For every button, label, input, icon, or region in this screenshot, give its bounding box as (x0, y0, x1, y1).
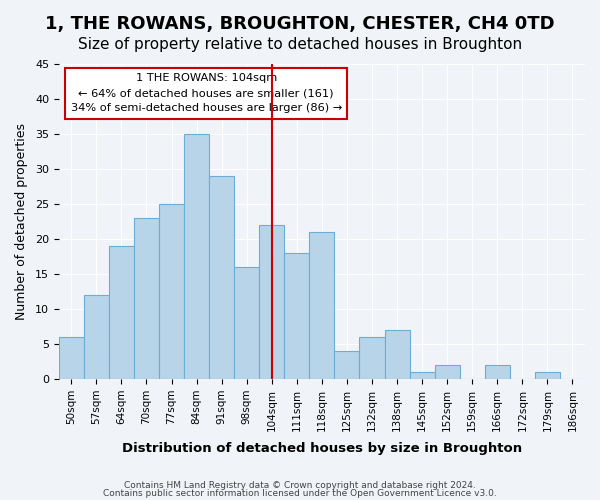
Text: Size of property relative to detached houses in Broughton: Size of property relative to detached ho… (78, 38, 522, 52)
Bar (535, 372, 560, 379)
Text: Contains HM Land Registry data © Crown copyright and database right 2024.: Contains HM Land Registry data © Crown c… (124, 481, 476, 490)
Bar (84, 295, 109, 379)
Bar (310, 232, 334, 379)
Y-axis label: Number of detached properties: Number of detached properties (15, 123, 28, 320)
Bar (134, 218, 159, 379)
Bar (434, 365, 460, 379)
Bar (485, 365, 510, 379)
Bar (284, 253, 310, 379)
Text: 1 THE ROWANS: 104sqm
← 64% of detached houses are smaller (161)
34% of semi-deta: 1 THE ROWANS: 104sqm ← 64% of detached h… (71, 74, 342, 113)
Bar (184, 134, 209, 379)
Bar (209, 176, 234, 379)
Bar (159, 204, 184, 379)
Bar (259, 225, 284, 379)
Bar (109, 246, 134, 379)
Bar (359, 337, 385, 379)
X-axis label: Distribution of detached houses by size in Broughton: Distribution of detached houses by size … (122, 442, 522, 455)
Text: 1, THE ROWANS, BROUGHTON, CHESTER, CH4 0TD: 1, THE ROWANS, BROUGHTON, CHESTER, CH4 0… (45, 15, 555, 33)
Text: Contains public sector information licensed under the Open Government Licence v3: Contains public sector information licen… (103, 488, 497, 498)
Bar (385, 330, 410, 379)
Bar (234, 267, 259, 379)
Bar (410, 372, 434, 379)
Bar (59, 337, 84, 379)
Bar (334, 351, 359, 379)
